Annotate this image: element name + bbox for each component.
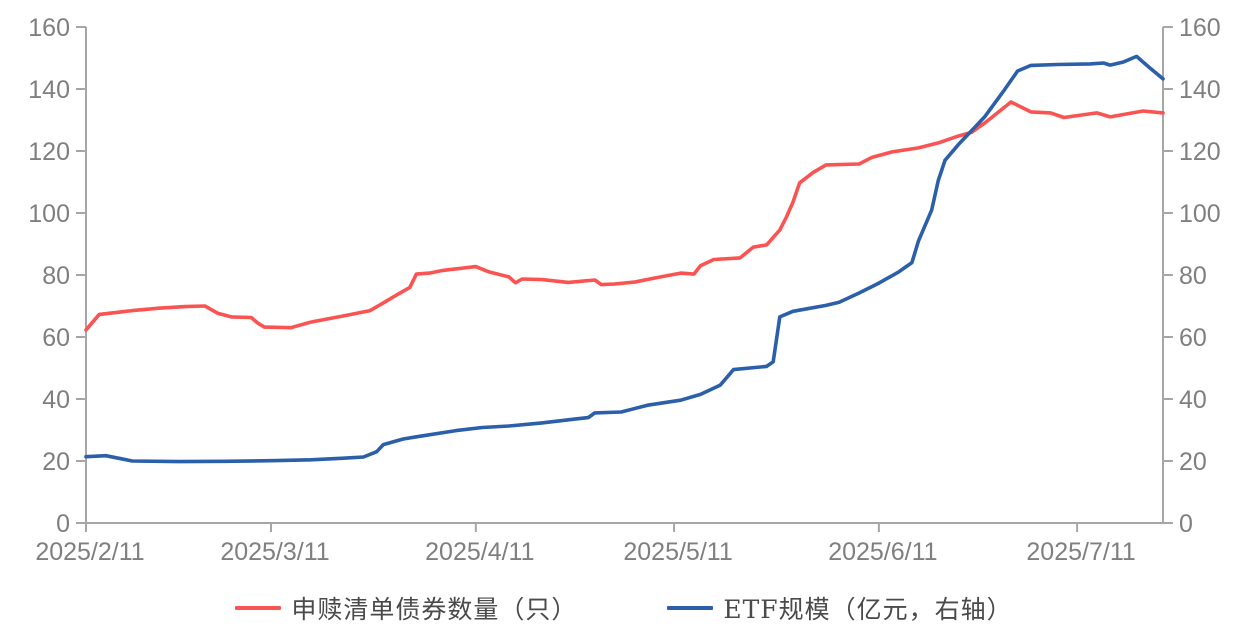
- right-axis-tick-label: 40: [1179, 386, 1207, 414]
- legend-swatch-red-line: [235, 606, 282, 610]
- left-axis-tick-label: 20: [42, 448, 70, 476]
- legend-item-redemption-bond-count: 申赎清单债券数量（只）: [235, 590, 577, 626]
- x-axis-tick-label: 2025/2/11: [35, 538, 144, 566]
- right-axis-tick-label: 20: [1179, 448, 1207, 476]
- legend-label-etf-scale: ETF规模（亿元，右轴）: [723, 595, 1013, 624]
- right-axis-tick-label: 140: [1179, 76, 1221, 104]
- chart-plot-area: 0 20 40 60 80 100 120 140 160 0 20 40 60 80 100 120 140 1…: [28, 14, 1221, 566]
- x-axis-tick-label: 2025/7/11: [1026, 538, 1135, 566]
- x-axis-tick-label: 2025/3/11: [220, 538, 329, 566]
- right-axis-tick-label: 100: [1179, 200, 1221, 228]
- left-axis-tick-label: 80: [42, 262, 70, 290]
- left-axis-tick-label: 40: [42, 386, 70, 414]
- chart-legend: 申赎清单债券数量（只） ETF规模（亿元，右轴）: [0, 577, 1248, 639]
- right-axis-tick-label: 0: [1179, 510, 1193, 538]
- left-axis-tick-label: 60: [42, 324, 70, 352]
- right-axis-tick-label: 80: [1179, 262, 1207, 290]
- right-axis-tick-label: 120: [1179, 138, 1221, 166]
- left-axis-tick-label: 120: [28, 138, 70, 166]
- etf-scale-line: [84, 54, 1165, 464]
- legend-label-redemption-bond-count: 申赎清单债券数量（只）: [291, 595, 578, 624]
- right-axis-tick-label: 60: [1179, 324, 1207, 352]
- right-axis-tick-label: 160: [1179, 14, 1221, 42]
- left-axis-tick-label: 100: [28, 200, 70, 228]
- x-axis-tick-label: 2025/6/11: [828, 538, 937, 566]
- x-axis-tick-label: 2025/5/11: [623, 538, 732, 566]
- left-axis-tick-label: 0: [56, 510, 70, 538]
- x-axis-tick-label: 2025/4/11: [425, 538, 534, 566]
- legend-item-etf-scale: ETF规模（亿元，右轴）: [667, 590, 1012, 626]
- left-axis-tick-label: 160: [28, 14, 70, 42]
- left-axis-tick-label: 140: [28, 76, 70, 104]
- legend-swatch-blue-line: [667, 606, 714, 610]
- redemption-bond-count-line: [84, 100, 1165, 332]
